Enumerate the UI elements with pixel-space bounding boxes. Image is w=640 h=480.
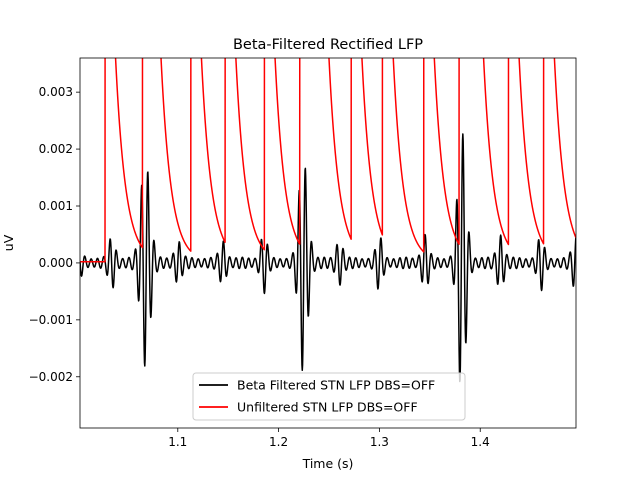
y-tick-label: 0.002	[39, 142, 73, 156]
legend-label-unfiltered: Unfiltered STN LFP DBS=OFF	[237, 400, 418, 415]
x-axis-ticks: 1.1 1.2 1.3 1.4	[168, 428, 490, 449]
x-tick-label: 1.3	[370, 435, 389, 449]
y-tick-label: 0.003	[39, 85, 73, 99]
y-tick-label: −0.001	[29, 313, 73, 327]
plot-frame	[79, 57, 577, 429]
legend-box	[192, 372, 466, 421]
legend-label-beta: Beta Filtered STN LFP DBS=OFF	[237, 378, 435, 393]
series-line-unfiltered	[80, 58, 576, 263]
x-tick-label: 1.4	[471, 435, 490, 449]
y-tick-label: 0.000	[39, 256, 73, 270]
x-axis-label: Time (s)	[302, 456, 354, 471]
y-tick-label: 0.001	[39, 199, 73, 213]
y-tick-label: −0.002	[29, 370, 73, 384]
y-axis-label: uV	[1, 234, 16, 251]
x-tick-label: 1.2	[269, 435, 288, 449]
chart-title: Beta-Filtered Rectified LFP	[233, 37, 423, 53]
y-axis-ticks: −0.002 −0.001 0.000 0.001 0.002 0.003	[29, 85, 80, 384]
plot-area	[80, 58, 576, 428]
legend: Beta Filtered STN LFP DBS=OFF Unfiltered…	[192, 372, 466, 421]
x-tick-label: 1.1	[168, 435, 187, 449]
series-line-beta-filtered	[80, 133, 576, 383]
